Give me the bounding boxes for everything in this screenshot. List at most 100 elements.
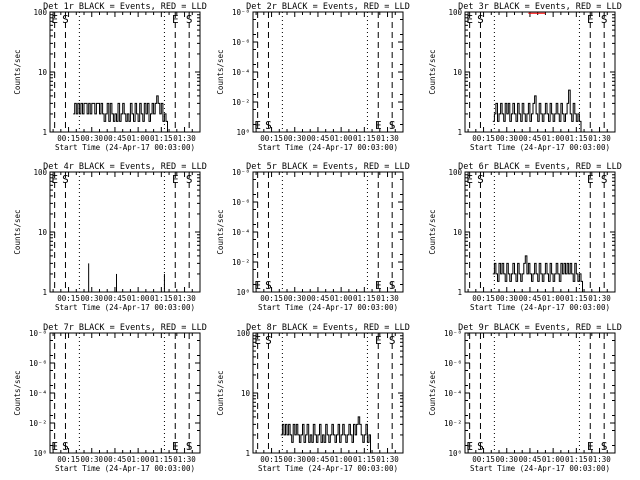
event-marker-e: E bbox=[375, 334, 382, 347]
chart-panel-8: Det 8r BLACK = Events, RED = LLD Counts/s… bbox=[216, 323, 410, 473]
event-marker-e: E bbox=[375, 279, 382, 292]
chart-panel-5: Det 5r BLACK = Events, RED = LLD Counts/s… bbox=[216, 162, 410, 312]
chart-panel-2: Det 2r BLACK = Events, RED = LLD Counts/s… bbox=[216, 2, 410, 152]
x-tick-label: 00:15 bbox=[472, 134, 495, 143]
y-tick-label: 100 bbox=[448, 168, 462, 177]
event-marker-s: S bbox=[62, 440, 69, 453]
event-marker-s: S bbox=[477, 173, 484, 186]
x-tick-label: 00:45 bbox=[307, 455, 330, 464]
x-tick-label: 01:15 bbox=[565, 294, 588, 303]
x-tick-label: 01:00 bbox=[542, 294, 565, 303]
x-tick-label: 00:45 bbox=[519, 294, 542, 303]
y-tick-label: 10⁻⁴ bbox=[444, 389, 462, 398]
y-tick-label: 1 bbox=[457, 288, 462, 297]
x-tick-label: 00:15 bbox=[472, 455, 495, 464]
y-tick-label: 10 bbox=[453, 228, 463, 237]
y-tick-label: 10⁻⁴ bbox=[29, 389, 47, 398]
x-tick-label: 01:30 bbox=[588, 455, 611, 464]
y-tick-label: 100 bbox=[236, 329, 250, 338]
event-marker-e: E bbox=[172, 440, 179, 453]
y-tick-label: 100 bbox=[33, 168, 47, 177]
chart-title: Det 6r BLACK = Events, RED = LLD bbox=[458, 162, 622, 172]
y-tick-label: 10 bbox=[241, 389, 251, 398]
y-tick-label: 10 bbox=[453, 68, 463, 77]
event-marker-s: S bbox=[477, 440, 484, 453]
plot-frame bbox=[252, 171, 404, 293]
x-tick-label: 01:15 bbox=[353, 455, 376, 464]
series-line-events bbox=[73, 95, 168, 132]
event-marker-s: S bbox=[477, 13, 484, 26]
x-tick-label: 01:00 bbox=[330, 294, 353, 303]
y-tick-label: 100 bbox=[33, 8, 47, 17]
event-marker-s: S bbox=[265, 334, 272, 347]
chart-panel-6: Det 6r BLACK = Events, RED = LLD Counts/s… bbox=[428, 162, 622, 312]
chart-title: Det 9r BLACK = Events, RED = LLD bbox=[458, 323, 622, 333]
event-marker-e: E bbox=[587, 13, 594, 26]
x-tick-label: 00:30 bbox=[80, 294, 103, 303]
x-tick-label: 00:45 bbox=[519, 134, 542, 143]
y-tick-label: 10⁰ bbox=[33, 449, 47, 458]
x-axis-label: Start Time (24-Apr-17 00:03:00) bbox=[55, 464, 195, 473]
event-marker-s: S bbox=[62, 13, 69, 26]
event-marker-s: S bbox=[186, 13, 193, 26]
y-tick-label: 1 bbox=[245, 449, 250, 458]
x-tick-label: 00:30 bbox=[283, 294, 306, 303]
y-tick-label: 10⁻² bbox=[444, 419, 462, 428]
y-tick-label: 100 bbox=[448, 8, 462, 17]
chart-panel-4: Det 4r BLACK = Events, RED = LLD Counts/s… bbox=[13, 162, 207, 312]
x-tick-label: 01:15 bbox=[353, 294, 376, 303]
y-axis-label: Counts/sec bbox=[216, 209, 225, 254]
y-tick-label: 10⁰ bbox=[236, 128, 250, 137]
x-tick-label: 01:30 bbox=[588, 134, 611, 143]
x-tick-label: 01:30 bbox=[173, 134, 196, 143]
x-axis-label: Start Time (24-Apr-17 00:03:00) bbox=[258, 303, 398, 312]
event-marker-s: S bbox=[186, 173, 193, 186]
chart-panel-3: Det 3r BLACK = Events, RED = LLD Counts/s… bbox=[428, 2, 622, 152]
plot-frame bbox=[49, 332, 201, 454]
x-axis-label: Start Time (24-Apr-17 00:03:00) bbox=[258, 464, 398, 473]
y-tick-label: 10⁰ bbox=[448, 449, 462, 458]
x-tick-label: 01:00 bbox=[127, 134, 150, 143]
y-axis-label: Counts/sec bbox=[216, 49, 225, 94]
x-tick-label: 01:00 bbox=[127, 455, 150, 464]
x-tick-label: 00:15 bbox=[57, 455, 80, 464]
series-line-events bbox=[492, 89, 583, 133]
y-tick-label: 10⁻⁶ bbox=[232, 38, 250, 47]
event-marker-s: S bbox=[601, 13, 608, 26]
y-axis-label: Counts/sec bbox=[13, 370, 22, 415]
x-tick-label: 01:15 bbox=[565, 134, 588, 143]
chart-title: Det 4r BLACK = Events, RED = LLD bbox=[43, 162, 207, 172]
x-tick-label: 01:15 bbox=[150, 134, 173, 143]
chart-title: Det 5r BLACK = Events, RED = LLD bbox=[246, 162, 410, 172]
plot-frame bbox=[464, 332, 616, 454]
x-tick-label: 01:00 bbox=[330, 134, 353, 143]
x-tick-label: 01:30 bbox=[173, 455, 196, 464]
y-tick-label: 1 bbox=[42, 288, 47, 297]
event-marker-e: E bbox=[587, 440, 594, 453]
x-tick-label: 00:30 bbox=[495, 455, 518, 464]
event-marker-s: S bbox=[601, 173, 608, 186]
x-tick-label: 01:15 bbox=[565, 455, 588, 464]
x-tick-label: 00:30 bbox=[80, 455, 103, 464]
event-marker-e: E bbox=[51, 173, 58, 186]
y-tick-label: 10⁻² bbox=[232, 258, 250, 267]
y-axis-label: Counts/sec bbox=[428, 49, 437, 94]
event-marker-s: S bbox=[265, 119, 272, 132]
event-marker-e: E bbox=[375, 119, 382, 132]
x-tick-label: 00:30 bbox=[495, 294, 518, 303]
event-marker-e: E bbox=[254, 119, 261, 132]
x-tick-label: 00:45 bbox=[307, 294, 330, 303]
y-axis-label: Counts/sec bbox=[13, 209, 22, 254]
plot-frame bbox=[464, 11, 616, 133]
x-tick-label: 00:45 bbox=[519, 455, 542, 464]
x-tick-label: 00:45 bbox=[307, 134, 330, 143]
y-tick-label: 10⁻⁴ bbox=[232, 228, 250, 237]
event-marker-e: E bbox=[172, 13, 179, 26]
series-line-events bbox=[492, 255, 583, 292]
chart-title: Det 2r BLACK = Events, RED = LLD bbox=[246, 2, 410, 12]
x-tick-label: 00:30 bbox=[495, 134, 518, 143]
event-marker-s: S bbox=[265, 279, 272, 292]
y-tick-label: 10⁻⁸ bbox=[444, 329, 462, 338]
series-line-events bbox=[280, 416, 371, 453]
